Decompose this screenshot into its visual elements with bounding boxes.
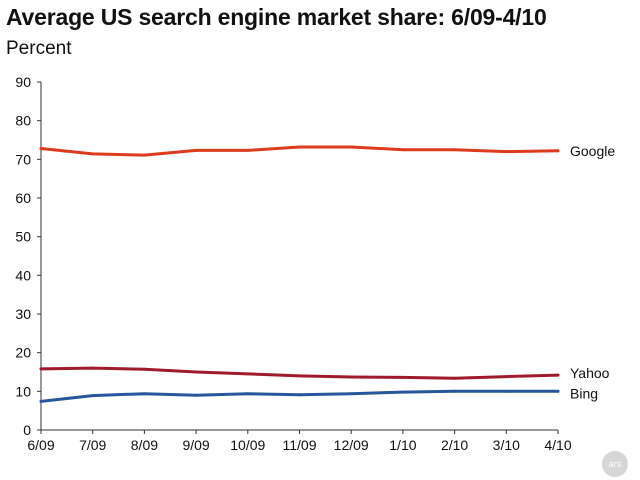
y-tick-label: 0 (23, 422, 31, 438)
x-tick-label: 10/09 (230, 437, 265, 453)
data-point-bing (349, 392, 353, 396)
data-point-bing (504, 389, 508, 393)
data-point-bing (298, 393, 301, 397)
data-point-google (91, 152, 95, 156)
data-point-google (143, 153, 146, 157)
y-tick-label: 20 (15, 345, 31, 361)
chart-subtitle: Percent (6, 38, 72, 59)
x-tick-label: 2/10 (441, 437, 468, 453)
data-point-yahoo (453, 376, 456, 380)
data-point-bing (401, 390, 405, 394)
y-tick-label: 80 (15, 113, 31, 129)
data-point-yahoo (556, 373, 560, 377)
chart-title: Average US search engine market share: 6… (6, 4, 547, 30)
x-tick-label: 1/10 (389, 437, 416, 453)
data-point-yahoo (246, 372, 250, 376)
x-tick-label: 7/09 (79, 437, 106, 453)
data-point-bing (91, 394, 95, 397)
data-point-google (504, 150, 508, 154)
data-point-yahoo (504, 375, 508, 379)
series-label-yahoo: Yahoo (570, 365, 610, 381)
data-point-bing (453, 389, 456, 393)
x-tick-label: 4/10 (544, 437, 571, 453)
y-tick-label: 70 (15, 151, 31, 167)
data-point-google (349, 145, 353, 149)
data-point-google (401, 148, 405, 152)
data-point-bing (246, 392, 250, 396)
y-tick-label: 30 (15, 306, 31, 322)
y-tick-label: 90 (15, 74, 31, 90)
y-tick-label: 40 (15, 267, 31, 283)
ars-watermark-logo: ars (602, 451, 628, 477)
y-tick-label: 60 (15, 190, 31, 206)
data-point-google (298, 145, 301, 149)
data-point-yahoo (349, 375, 353, 379)
data-point-google (194, 149, 198, 152)
x-tick-label: 8/09 (131, 437, 158, 453)
data-point-bing (143, 392, 146, 396)
data-point-bing (39, 399, 43, 403)
data-point-yahoo (39, 367, 43, 371)
x-tick-label: 3/10 (493, 437, 520, 453)
x-tick-label: 12/09 (334, 437, 369, 453)
data-point-bing (556, 389, 560, 393)
x-tick-label: 11/09 (283, 437, 317, 453)
data-point-google (453, 148, 456, 152)
x-tick-label: 6/09 (27, 437, 54, 453)
y-tick-label: 10 (15, 383, 31, 399)
data-point-google (39, 147, 43, 150)
series-label-bing: Bing (570, 385, 598, 401)
data-point-yahoo (401, 376, 405, 379)
x-tick-label: 9/09 (182, 437, 209, 453)
data-point-google (246, 149, 250, 152)
data-point-yahoo (91, 366, 95, 370)
series-label-google: Google (570, 143, 615, 159)
data-point-google (556, 149, 560, 153)
data-point-bing (194, 393, 198, 397)
data-point-yahoo (298, 374, 301, 378)
series-line-bing (39, 389, 560, 403)
data-point-yahoo (143, 367, 146, 371)
data-point-yahoo (194, 370, 198, 374)
y-tick-label: 50 (15, 229, 31, 245)
